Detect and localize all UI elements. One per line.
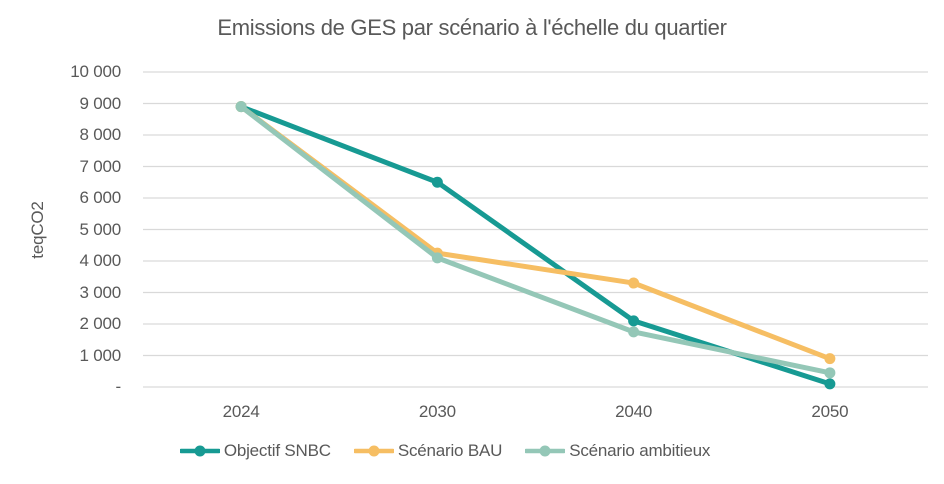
chart-title: Emissions de GES par scénario à l'échell… bbox=[217, 15, 727, 40]
y-tick-label: 1 000 bbox=[79, 345, 121, 365]
legend-swatch-icon bbox=[525, 445, 566, 457]
x-tick-label: 2024 bbox=[222, 402, 260, 421]
legend-item-objectif-snbc: Objectif SNBC bbox=[179, 441, 331, 461]
y-tick-label: - bbox=[115, 377, 122, 396]
legend: Objectif SNBC Scénario BAU Scénario ambiti… bbox=[0, 441, 890, 461]
legend-label: Objectif SNBC bbox=[223, 441, 331, 460]
y-tick-label: 9 000 bbox=[79, 93, 121, 113]
data-point-marker-scenario-ambitieux bbox=[235, 101, 247, 113]
data-point-marker-scenario-bau bbox=[628, 277, 640, 289]
y-tick-label: 5 000 bbox=[79, 219, 121, 239]
data-point-marker-objectif-snbc bbox=[431, 176, 443, 188]
y-tick-label: 3 000 bbox=[79, 282, 121, 302]
y-tick-label: 2 000 bbox=[79, 314, 121, 333]
x-tick-label: 2030 bbox=[418, 402, 456, 421]
y-tick-label: 8 000 bbox=[79, 125, 121, 144]
y-tick-label: 4 000 bbox=[79, 251, 121, 270]
data-point-marker-scenario-ambitieux bbox=[628, 326, 640, 338]
data-point-marker-scenario-ambitieux bbox=[824, 367, 836, 379]
x-tick-label: 2040 bbox=[615, 402, 653, 421]
legend-item-scenario-bau: Scénario BAU bbox=[353, 441, 503, 461]
y-tick-label: 10 000 bbox=[70, 62, 121, 81]
data-point-marker-objectif-snbc bbox=[824, 378, 836, 390]
series-line-scenario-ambitieux bbox=[238, 104, 833, 376]
data-point-marker-objectif-snbc bbox=[628, 315, 640, 327]
legend-swatch-icon bbox=[179, 445, 220, 457]
series-line-scenario-bau bbox=[238, 104, 833, 362]
y-tick-label: 6 000 bbox=[79, 188, 121, 207]
legend-label: Scénario ambitieux bbox=[569, 441, 711, 460]
series-line-objectif-snbc bbox=[238, 104, 833, 387]
x-tick-label: 2050 bbox=[811, 402, 849, 421]
y-tick-label: 7 000 bbox=[79, 156, 121, 176]
legend-label: Scénario BAU bbox=[397, 441, 503, 460]
data-point-marker-scenario-bau bbox=[824, 353, 836, 365]
data-point-marker-scenario-ambitieux bbox=[431, 252, 443, 264]
legend-item-scenario-ambitieux: Scénario ambitieux bbox=[525, 441, 710, 461]
legend-swatch-icon bbox=[353, 445, 394, 457]
